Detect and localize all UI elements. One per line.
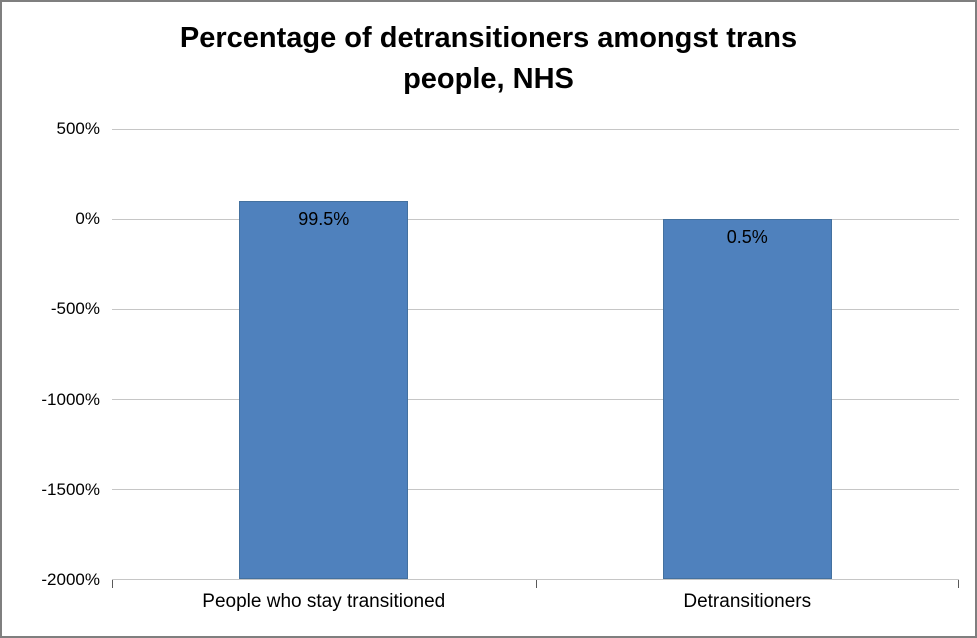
chart-title: Percentage of detransitioners amongst tr… xyxy=(179,22,798,95)
axis-ticks xyxy=(112,580,959,588)
x-category-label: Detransitioners xyxy=(683,591,812,612)
y-tick-label: -2000% xyxy=(41,570,100,589)
bars: 99.5% 0.5% xyxy=(112,129,959,579)
gridline xyxy=(112,489,959,490)
y-tick-label: -1000% xyxy=(41,389,100,409)
bar-2 xyxy=(662,218,832,579)
gridlines xyxy=(112,129,959,580)
bar-data-label: 0.5% xyxy=(726,226,768,247)
plot-area: 99.5% 0.5% xyxy=(112,129,959,580)
gridline xyxy=(112,579,959,580)
y-tick-label: 0% xyxy=(75,209,100,229)
gridline xyxy=(112,399,959,400)
y-axis-labels: 500% 0% -500% -1000% -1500% -2000% xyxy=(2,119,100,589)
y-tick-label: 500% xyxy=(56,119,100,138)
x-category-label: People who stay transitioned xyxy=(202,591,446,612)
gridline xyxy=(112,219,959,220)
axis-tick xyxy=(112,580,113,588)
gridline xyxy=(112,129,959,130)
axis-tick xyxy=(535,580,537,588)
axis-tick xyxy=(958,580,959,588)
y-tick-label: -500% xyxy=(50,299,100,319)
y-tick-label: -1500% xyxy=(41,479,100,499)
bar-data-label: 99.5% xyxy=(298,209,350,230)
x-axis-labels: People who stay transitioned Detransition… xyxy=(112,591,959,621)
gridline xyxy=(112,309,959,310)
bar-1 xyxy=(239,201,409,579)
